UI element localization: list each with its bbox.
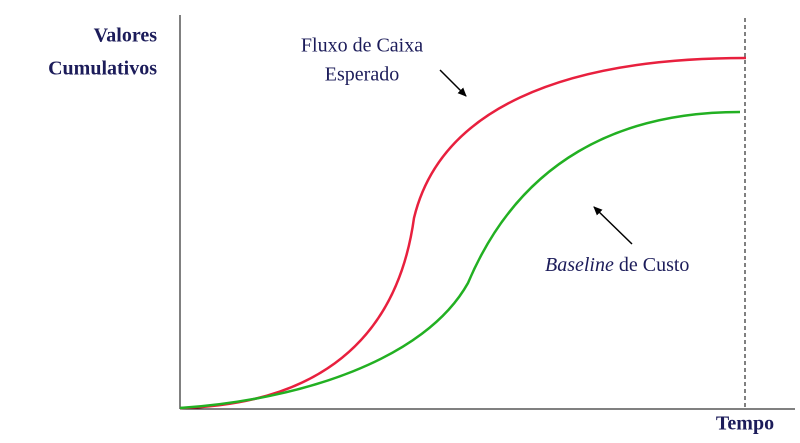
annotation-italic: Baseline <box>545 254 614 276</box>
cost-baseline-curve <box>179 110 741 410</box>
annotation: Esperado <box>325 64 399 86</box>
x-axis-label: Tempo <box>716 413 774 435</box>
arrow <box>439 69 467 97</box>
y-axis-label: Cumulativos <box>48 58 157 80</box>
annotation: Fluxo de Caixa <box>301 35 423 57</box>
arrow <box>593 206 633 245</box>
annotation: Baseline de Custo <box>545 254 689 276</box>
expected-cashflow-curve <box>179 56 747 410</box>
annotation-text: de Custo <box>619 254 690 276</box>
y-axis-label: Valores <box>94 25 158 47</box>
